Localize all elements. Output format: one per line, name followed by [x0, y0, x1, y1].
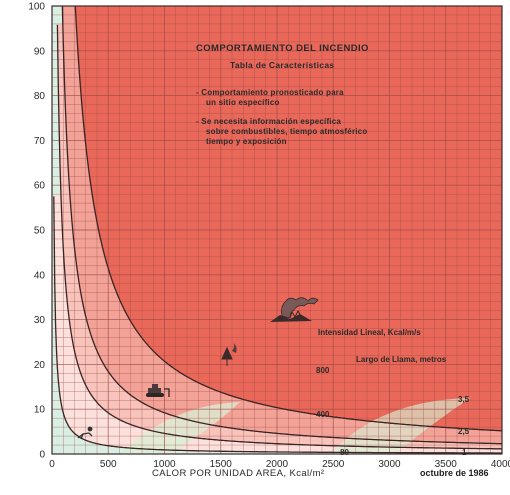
y-tick-70: 70 [34, 136, 46, 147]
curves [53, 6, 502, 454]
y-tick-40: 40 [34, 270, 46, 281]
y-tick-80: 80 [34, 91, 46, 102]
y-tick-20: 20 [34, 360, 46, 371]
x-axis-label: CALOR POR UNIDAD AREA, Kcal/m² [152, 468, 324, 479]
y-tick-100: 100 [28, 2, 45, 13]
burning-tree-icon [221, 343, 237, 366]
flame-label-1: 1 [462, 448, 467, 457]
y-tick-0: 0 [39, 450, 45, 461]
x-tick-2000: 2000 [266, 459, 289, 470]
bullet-1-line-1: - Comportamiento pronosticado para [196, 88, 344, 97]
watermark-swoosh-right [330, 398, 470, 454]
date-note: octubre de 1986 [420, 468, 489, 478]
bullet-2-line-2: sobre combustibles, tiempo atmosférico [206, 127, 367, 136]
plot-frame [51, 5, 503, 455]
intensity-label-line-1: Intensidad Lineal, Kcal/m/s [318, 328, 421, 337]
curve-label-800: 800 [316, 366, 330, 375]
y-tick-10: 10 [34, 405, 46, 416]
grid [52, 6, 502, 454]
flame-length-label: Largo de Llama, metros [356, 355, 447, 364]
x-tick-0: 0 [49, 459, 55, 470]
curve-400 [56, 24, 502, 450]
watermark-swoosh-left [120, 402, 240, 454]
x-tick-3500: 3500 [435, 459, 458, 470]
curve-80 [53, 196, 502, 454]
x-tick-1500: 1500 [210, 459, 233, 470]
bulldozer-icon [146, 384, 170, 397]
y-tick-90: 90 [34, 46, 46, 57]
x-tick-500: 500 [100, 459, 117, 470]
curve-boundary [74, 6, 502, 432]
x-tick-1000: 1000 [153, 459, 176, 470]
flame-label-2-5: 2,5 [458, 427, 470, 436]
bullet-2-line-3: tiempo y exposición [206, 137, 287, 146]
curve-label-400: 400 [316, 410, 330, 419]
flame-label-3-5: 3,5 [458, 395, 470, 404]
x-tick-3000: 3000 [378, 459, 401, 470]
bullet-1-line-2: un sitio específico [206, 98, 280, 107]
chart-subtitle: Tabla de Características [230, 60, 334, 70]
intensity-label: Intensidad Lineal, Kcal/m/s [318, 328, 421, 337]
person-crawling-icon [77, 426, 93, 440]
y-ticks: 0 10 20 30 40 50 60 70 80 90 100 [28, 2, 45, 461]
watermark [120, 398, 470, 454]
curve-label-80: 80 [340, 448, 349, 457]
x-tick-2500: 2500 [322, 459, 345, 470]
y-tick-50: 50 [34, 226, 46, 237]
y-tick-60: 60 [34, 181, 46, 192]
curve-800 [61, 6, 502, 445]
bullet-2-line-1: - Se necesita información específica [196, 117, 341, 126]
crown-fire-icon [270, 297, 319, 322]
zone-4 [75, 6, 502, 431]
chart-title: COMPORTAMIENTO DEL INCENDIO [196, 43, 369, 54]
y-tick-30: 30 [34, 315, 46, 326]
